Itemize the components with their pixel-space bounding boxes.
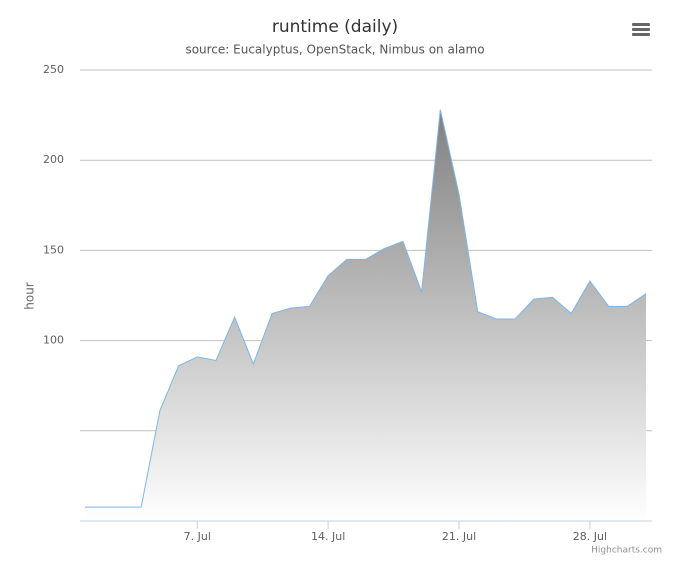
x-tick-label: 14. Jul	[311, 530, 345, 543]
area-fill	[85, 109, 647, 522]
chart-subtitle: source: Eucalyptus, OpenStack, Nimbus on…	[185, 43, 484, 57]
chart-title: runtime (daily)	[272, 17, 398, 37]
x-tick-label: 21. Jul	[442, 530, 476, 543]
credits[interactable]: Highcharts.com	[591, 546, 662, 556]
y-tick-label: 100	[43, 334, 64, 347]
x-tick-label: 28. Jul	[573, 530, 607, 543]
menu-button[interactable]	[632, 23, 650, 36]
y-tick-label: 200	[43, 153, 64, 166]
area-line	[85, 109, 647, 508]
y-tick-label: 150	[43, 243, 64, 256]
x-tick-label: 7. Jul	[184, 530, 211, 543]
y-axis-title: hour	[23, 282, 37, 310]
y-tick-label: 250	[43, 63, 64, 76]
